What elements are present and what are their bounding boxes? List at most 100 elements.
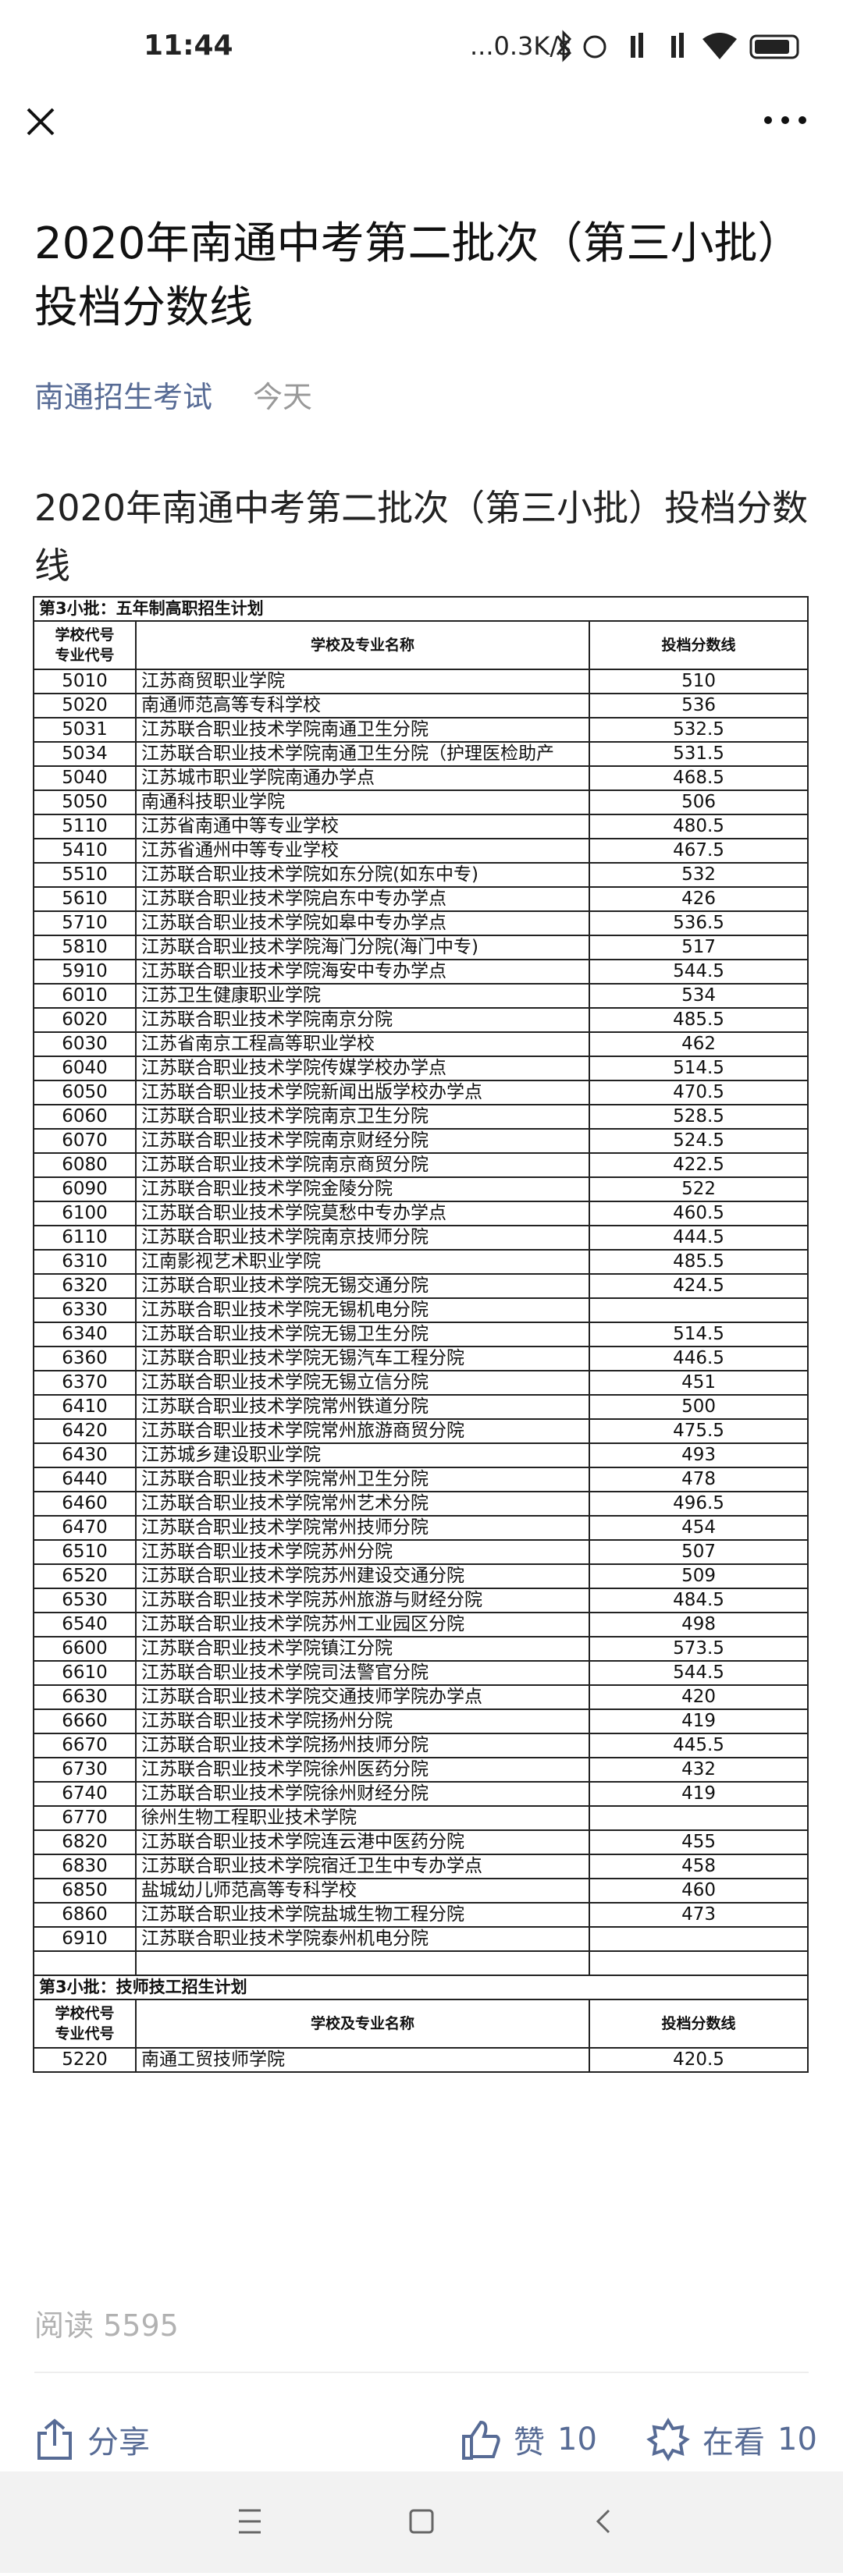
- like-button[interactable]: 赞 10: [461, 2417, 597, 2462]
- table-row: 6740 江苏联合职业技术学院徐州财经分院 419: [33, 1781, 809, 1807]
- table-row: 6910 江苏联合职业技术学院泰州机电分院: [33, 1926, 809, 1952]
- time: 11:44: [144, 30, 233, 62]
- table-row: 5710 江苏联合职业技术学院如皋中专办学点 536.5: [33, 910, 809, 936]
- school-code: 5710: [33, 910, 137, 936]
- school-code: 6820: [33, 1829, 137, 1855]
- read-label: 阅读: [34, 2308, 94, 2343]
- school-name: 江苏联合职业技术学院镇江分院: [135, 1636, 590, 1662]
- school-name: 江苏联合职业技术学院常州铁道分院: [135, 1394, 590, 1420]
- score: 460.5: [588, 1201, 809, 1226]
- table-row: 6080 江苏联合职业技术学院南京商贸分院 422.5: [33, 1152, 809, 1178]
- score: 468.5: [588, 765, 809, 791]
- table-row: 6540 江苏联合职业技术学院苏州工业园区分院 498: [33, 1612, 809, 1637]
- table-row: 6850 盐城幼儿师范高等专科学校 460: [33, 1878, 809, 1904]
- school-code: 5040: [33, 765, 137, 791]
- school-name: 江苏联合职业技术学院常州旅游商贸分院: [135, 1418, 590, 1444]
- score: 445.5: [588, 1733, 809, 1758]
- school-code: 6540: [33, 1612, 137, 1637]
- school-code: 6330: [33, 1297, 137, 1323]
- table-row: 6010 江苏卫生健康职业学院 534: [33, 983, 809, 1009]
- school-code: 6050: [33, 1080, 137, 1105]
- status-bar: 11:44 ...0.3K/s: [0, 0, 843, 94]
- school-code: 5220: [33, 2047, 137, 2073]
- school-name: 江苏联合职业技术学院南京财经分院: [135, 1128, 590, 1154]
- status-icons: [556, 30, 799, 62]
- table-row: 6360 江苏联合职业技术学院无锡汽车工程分院 446.5: [33, 1346, 809, 1371]
- school-code: 6070: [33, 1128, 137, 1154]
- section-row: 第3小批：技师技工招生计划: [32, 1975, 809, 2000]
- school-code: 6470: [33, 1515, 137, 1541]
- school-name: 江苏联合职业技术学院无锡汽车工程分院: [135, 1346, 590, 1371]
- article-paragraph: 2020年南通中考第二批次（第三小批）投档分数线: [34, 487, 809, 587]
- school-code: 6110: [33, 1225, 137, 1251]
- table-row: 5220 南通工贸技师学院 420.5: [33, 2047, 809, 2073]
- school-code: 6030: [33, 1031, 137, 1057]
- school-name: 江苏联合职业技术学院莫愁中专办学点: [135, 1201, 590, 1226]
- school-name: 江苏联合职业技术学院苏州工业园区分院: [135, 1612, 590, 1637]
- table-row: 5031 江苏联合职业技术学院南通卫生分院 532.5: [33, 717, 809, 743]
- school-code: 6520: [33, 1563, 137, 1589]
- score: [588, 1297, 809, 1323]
- score: 446.5: [588, 1346, 809, 1371]
- table-row: 5110 江苏省南通中等专业学校 480.5: [33, 814, 809, 839]
- watch-button[interactable]: 在看 10: [646, 2417, 817, 2462]
- header-row: 学校代号 专业代号 学校及专业名称 投档分数线: [33, 620, 809, 670]
- share-button[interactable]: 分享: [34, 2417, 150, 2462]
- score: 528.5: [588, 1104, 809, 1130]
- table-row: 5810 江苏联合职业技术学院海门分院(海门中专) 517: [33, 935, 809, 960]
- score: 522: [588, 1176, 809, 1202]
- score: 478: [588, 1467, 809, 1492]
- table-row: 5050 南通科技职业学院 506: [33, 789, 809, 815]
- more-button[interactable]: [762, 111, 809, 130]
- school-code: 5034: [33, 741, 137, 767]
- score: 475.5: [588, 1418, 809, 1444]
- score: 422.5: [588, 1152, 809, 1178]
- school-name: 江南影视艺术职业学院: [135, 1249, 590, 1275]
- table-row: 6050 江苏联合职业技术学院新闻出版学校办学点 470.5: [33, 1080, 809, 1105]
- watch-count: 10: [777, 2422, 817, 2457]
- column-header: 学校及专业名称: [135, 1999, 590, 2049]
- read-number: 5595: [103, 2308, 179, 2343]
- section-title: 第3小批：五年制高职招生计划: [32, 596, 809, 622]
- account-name[interactable]: 南通招生考试: [34, 380, 213, 414]
- score: 480.5: [588, 814, 809, 839]
- school-code: 6910: [33, 1926, 137, 1952]
- school-code: 6610: [33, 1660, 137, 1686]
- school-name: 江苏省南通中等专业学校: [135, 814, 590, 839]
- score: 424.5: [588, 1273, 809, 1299]
- school-name: 江苏联合职业技术学院启东中专办学点: [135, 886, 590, 912]
- school-code: 5810: [33, 935, 137, 960]
- school-name: 江苏联合职业技术学院徐州财经分院: [135, 1781, 590, 1807]
- school-code: 6860: [33, 1902, 137, 1928]
- like-label: 赞: [514, 2425, 545, 2461]
- school-name: 南通科技职业学院: [135, 789, 590, 815]
- school-name: 江苏联合职业技术学院泰州机电分院: [135, 1926, 590, 1952]
- school-code: 6080: [33, 1152, 137, 1178]
- school-name: 江苏联合职业技术学院无锡立信分院: [135, 1370, 590, 1396]
- table-row: 6040 江苏联合职业技术学院传媒学校办学点 514.5: [33, 1056, 809, 1081]
- close-button[interactable]: [23, 105, 58, 139]
- school-name: 江苏联合职业技术学院常州艺术分院: [135, 1491, 590, 1517]
- school-name: 江苏联合职业技术学院海门分院(海门中专): [135, 935, 590, 960]
- school-name: 江苏联合职业技术学院南通卫生分院: [135, 717, 590, 743]
- blank-cell: [588, 1950, 809, 1976]
- section-title: 第3小批：技师技工招生计划: [32, 1975, 809, 2000]
- school-name: 江苏联合职业技术学院苏州分院: [135, 1539, 590, 1565]
- school-name: 江苏联合职业技术学院新闻出版学校办学点: [135, 1080, 590, 1105]
- school-code: 6460: [33, 1491, 137, 1517]
- score: 532.5: [588, 717, 809, 743]
- table-row: 6330 江苏联合职业技术学院无锡机电分院: [33, 1297, 809, 1323]
- watch-label: 在看: [702, 2425, 765, 2461]
- table-row: 6660 江苏联合职业技术学院扬州分院 419: [33, 1708, 809, 1734]
- share-label: 分享: [87, 2425, 150, 2461]
- school-code: 6100: [33, 1201, 137, 1226]
- school-name: 江苏联合职业技术学院盐城生物工程分院: [135, 1902, 590, 1928]
- school-code: 6320: [33, 1273, 137, 1299]
- table-row: 6340 江苏联合职业技术学院无锡卫生分院 514.5: [33, 1322, 809, 1347]
- school-name: 南通师范高等专科学校: [135, 693, 590, 719]
- school-name: 江苏联合职业技术学院司法警官分院: [135, 1660, 590, 1686]
- school-code: 5610: [33, 886, 137, 912]
- school-name: 江苏联合职业技术学院扬州分院: [135, 1708, 590, 1734]
- table-row: 6600 江苏联合职业技术学院镇江分院 573.5: [33, 1636, 809, 1662]
- table-row: 6830 江苏联合职业技术学院宿迁卫生中专办学点 458: [33, 1854, 809, 1879]
